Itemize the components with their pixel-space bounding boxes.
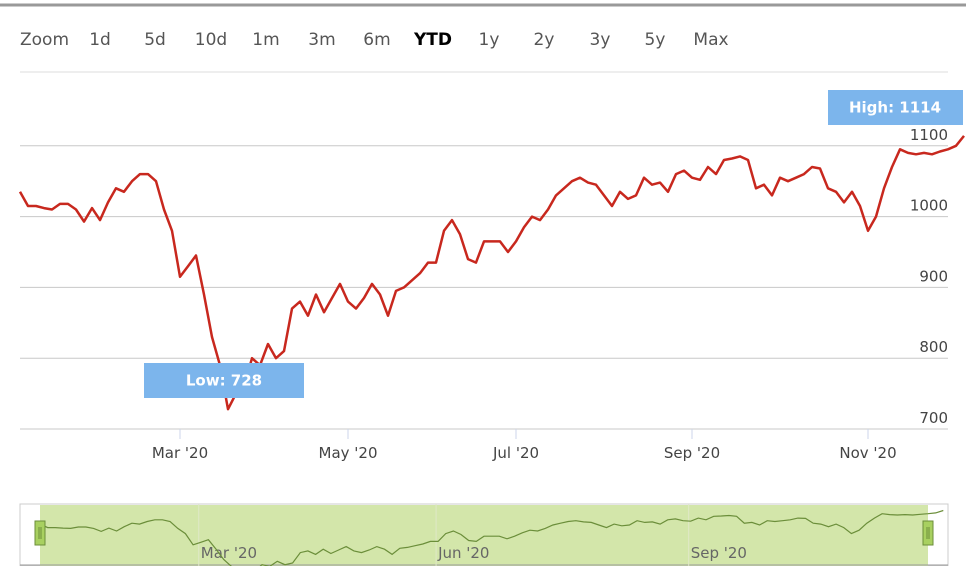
range-button[interactable]: 2y xyxy=(534,30,555,50)
navigator-label: Jun '20 xyxy=(437,544,489,562)
y-tick-label: 900 xyxy=(919,267,948,285)
price-line xyxy=(18,135,965,411)
low-label: Low: 728 xyxy=(186,372,262,390)
x-tick-label: May '20 xyxy=(319,444,378,462)
navigator-line xyxy=(39,509,944,566)
x-tick-label: Mar '20 xyxy=(152,444,208,462)
x-tick-label: Nov '20 xyxy=(839,444,896,462)
range-button[interactable]: 6m xyxy=(363,30,390,50)
high-label: High: 1114 xyxy=(849,99,941,117)
range-button[interactable]: 1d xyxy=(89,30,111,50)
zoom-label: Zoom xyxy=(20,30,69,50)
range-button[interactable]: 10d xyxy=(195,30,227,50)
navigator-label: Sep '20 xyxy=(691,544,747,562)
range-button[interactable]: YTD xyxy=(413,30,452,50)
y-tick-label: 1000 xyxy=(910,197,948,215)
low-flag xyxy=(144,363,304,398)
range-button[interactable]: 1y xyxy=(479,30,500,50)
range-button[interactable]: 3y xyxy=(590,30,611,50)
navigator-handle[interactable] xyxy=(34,520,46,546)
range-button[interactable]: 5y xyxy=(645,30,666,50)
range-button[interactable]: 1m xyxy=(252,30,279,50)
y-tick-label: 1100 xyxy=(910,126,948,144)
y-tick-label: 800 xyxy=(919,338,948,356)
x-tick-label: Sep '20 xyxy=(664,444,720,462)
navigator-selection xyxy=(40,505,928,566)
range-button[interactable]: 5d xyxy=(144,30,166,50)
high-flag xyxy=(828,90,963,125)
x-tick-label: Jul '20 xyxy=(492,444,539,462)
range-button[interactable]: Max xyxy=(693,30,728,50)
navigator-label: Mar '20 xyxy=(201,544,257,562)
navigator-handle[interactable] xyxy=(922,520,934,546)
range-button[interactable]: 3m xyxy=(308,30,335,50)
y-tick-label: 700 xyxy=(919,409,948,427)
